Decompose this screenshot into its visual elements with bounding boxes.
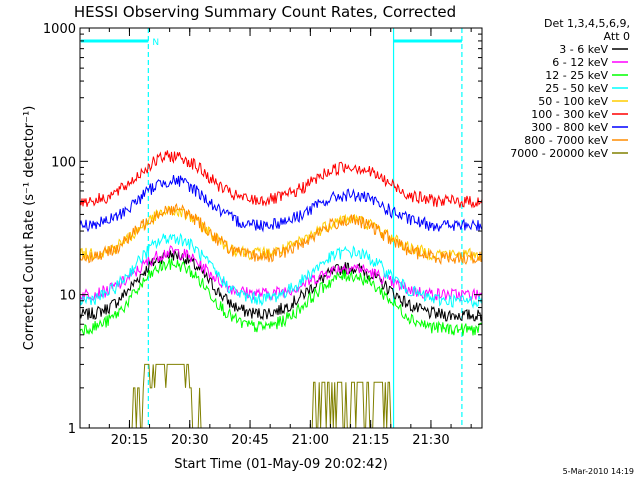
- footer-date: 5-Mar-2010 14:19: [563, 467, 634, 476]
- plot-frame: [79, 27, 483, 429]
- series-line: [79, 203, 483, 266]
- y-axis-label: Corrected Count Rate (s⁻¹ detector⁻¹): [22, 106, 37, 351]
- legend-entry: 50 - 100 keV: [538, 95, 608, 108]
- x-tick-label: 20:15: [111, 433, 148, 448]
- legend-entry: 6 - 12 keV: [552, 56, 608, 69]
- legend-entry: 12 - 25 keV: [545, 69, 608, 82]
- legend-entry: 100 - 300 keV: [531, 108, 608, 121]
- x-axis-label: Start Time (01-May-09 20:02:42): [174, 457, 388, 472]
- legend-header: Det 1,3,4,5,6,9,: [544, 17, 630, 30]
- y-tick-label: 100: [51, 155, 76, 170]
- series-line: [79, 175, 483, 233]
- axes: 1 10 100 1000 20:15 20:30 20:45 21:00 21:15 21:30: [43, 22, 482, 448]
- legend-entry: 800 - 7000 keV: [524, 134, 608, 147]
- series-line: [79, 232, 483, 309]
- x-tick-label: 20:45: [231, 433, 268, 448]
- y-tick-label: 1: [68, 422, 76, 437]
- x-tick-label: 20:30: [171, 433, 208, 448]
- series-line: [79, 249, 483, 322]
- series-line: [79, 205, 483, 262]
- series-line: [80, 363, 481, 429]
- legend-header: Att 0: [604, 30, 630, 43]
- saa-label: N: [152, 38, 159, 48]
- legend-entry: 7000 - 20000 keV: [510, 147, 608, 160]
- plot-area: N: [79, 28, 483, 429]
- y-tick-label: 1000: [43, 22, 76, 37]
- x-tick-label: 21:15: [352, 433, 389, 448]
- legend-entry: 25 - 50 keV: [545, 82, 608, 95]
- legend-entry: 300 - 800 keV: [531, 121, 608, 134]
- chart-title: HESSI Observing Summary Count Rates, Cor…: [74, 3, 456, 21]
- legend-entry: 3 - 6 keV: [559, 43, 608, 56]
- x-tick-label: 21:30: [412, 433, 449, 448]
- series-line: [79, 150, 483, 209]
- x-tick-label: 21:00: [292, 433, 329, 448]
- y-tick-label: 10: [59, 289, 76, 304]
- series-line: [79, 258, 483, 336]
